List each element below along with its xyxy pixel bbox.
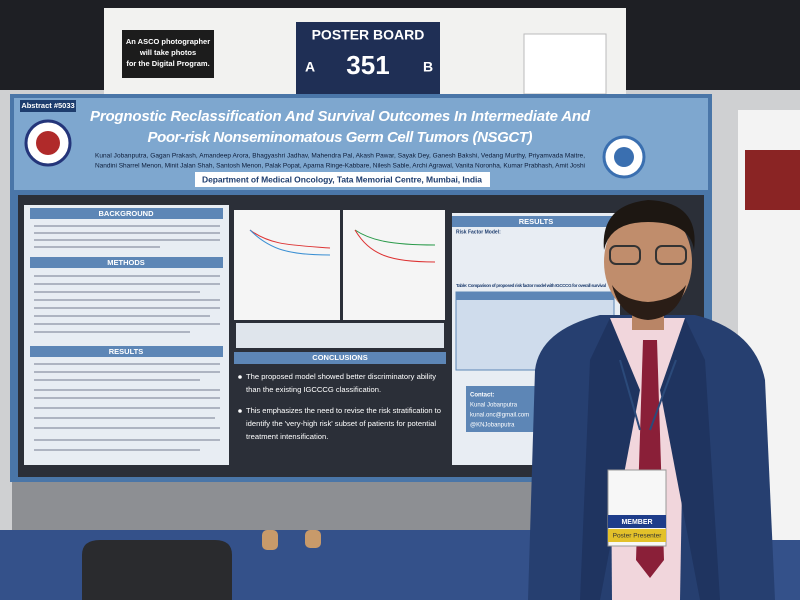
department: Department of Medical Oncology, Tata Mem… [202, 174, 482, 184]
subheading: Risk Factor Model: [456, 229, 501, 235]
shoe [305, 530, 321, 548]
beard [612, 285, 686, 320]
badge-role-bar [608, 529, 666, 542]
neighbor-poster-block [745, 150, 800, 210]
contact-name: Kunal Jobanputra [470, 403, 518, 409]
km-figure [234, 210, 340, 320]
board-label: POSTER BOARD [312, 27, 425, 43]
section-bar [30, 257, 223, 268]
conclusion-text: treatment intensification. [246, 432, 328, 441]
board-base [12, 482, 612, 530]
table-header [456, 292, 614, 300]
section-heading: METHODS [107, 258, 145, 267]
poster-title: Prognostic Reclassification And Survival… [90, 108, 591, 125]
abstract-number: Abstract #5033 [21, 101, 74, 110]
figure-captions [236, 323, 444, 348]
bullet [238, 409, 242, 413]
km-curve [249, 229, 331, 256]
conclusion-text: identify the 'very-high risk' subset of … [246, 419, 436, 428]
km-curve [354, 229, 436, 263]
board-number: 351 [346, 50, 389, 80]
lanyard [649, 359, 677, 431]
poster-title: Poor-risk Nonseminomatous Germ Cell Tumo… [148, 129, 533, 146]
authors: Nandini Sharrel Menon, Minit Jalan Shah,… [95, 163, 585, 170]
lanyard [619, 359, 641, 431]
section-heading: RESULTS [519, 217, 553, 226]
section-heading: CONCLUSIONS [312, 353, 367, 362]
km-figure [343, 210, 445, 320]
side-b: B [423, 59, 433, 75]
chair [82, 540, 232, 600]
badge-role: Poster Presenter [613, 533, 663, 540]
lapel [660, 318, 720, 600]
section-heading: RESULTS [109, 347, 143, 356]
section-bar [30, 346, 223, 357]
body-text-lines [34, 225, 220, 451]
section-bar [234, 352, 446, 364]
contact-handle: @KNJobanputra [470, 423, 515, 429]
section-bar [452, 216, 620, 227]
section-heading: BACKGROUND [99, 209, 155, 218]
table-caption: Table: Comparison of proposed risk facto… [456, 283, 606, 288]
badge-member-bar [608, 515, 666, 528]
board-number-box [296, 22, 440, 96]
conclusion-text: This emphasizes the need to revise the r… [246, 406, 441, 415]
photographer-note: An ASCO photographer [126, 37, 210, 46]
logo-left-inner [36, 131, 60, 155]
face [604, 207, 692, 317]
shoe [262, 530, 278, 550]
abstract-tag [20, 100, 76, 112]
side-a: A [305, 59, 315, 75]
instructions-sheet [523, 33, 607, 95]
km-curve [249, 229, 331, 249]
conclusion-text: than the existing IGCCCG classification. [246, 385, 381, 394]
lapel [580, 318, 640, 600]
logo-right-inner [614, 147, 634, 167]
photographer-note: for the Digital Program. [126, 59, 209, 68]
glasses [655, 245, 687, 265]
left-column [24, 205, 229, 465]
contact-email: kunal.onc@gmail.com [470, 413, 529, 419]
contact-box [466, 386, 540, 432]
conclusion-text: The proposed model showed better discrim… [246, 372, 436, 381]
badge-member: MEMBER [621, 519, 652, 526]
authors: Kunal Jobanputra, Gagan Prakash, Amandee… [95, 153, 585, 160]
photographer-note-box [122, 30, 214, 78]
km-curve [354, 229, 436, 246]
contact-label: Contact: [470, 393, 494, 399]
glasses [609, 245, 641, 265]
department-box [195, 172, 490, 187]
bullet [238, 375, 242, 379]
photographer-note: will take photos [139, 48, 196, 57]
section-bar [30, 208, 223, 219]
hair [603, 200, 695, 250]
